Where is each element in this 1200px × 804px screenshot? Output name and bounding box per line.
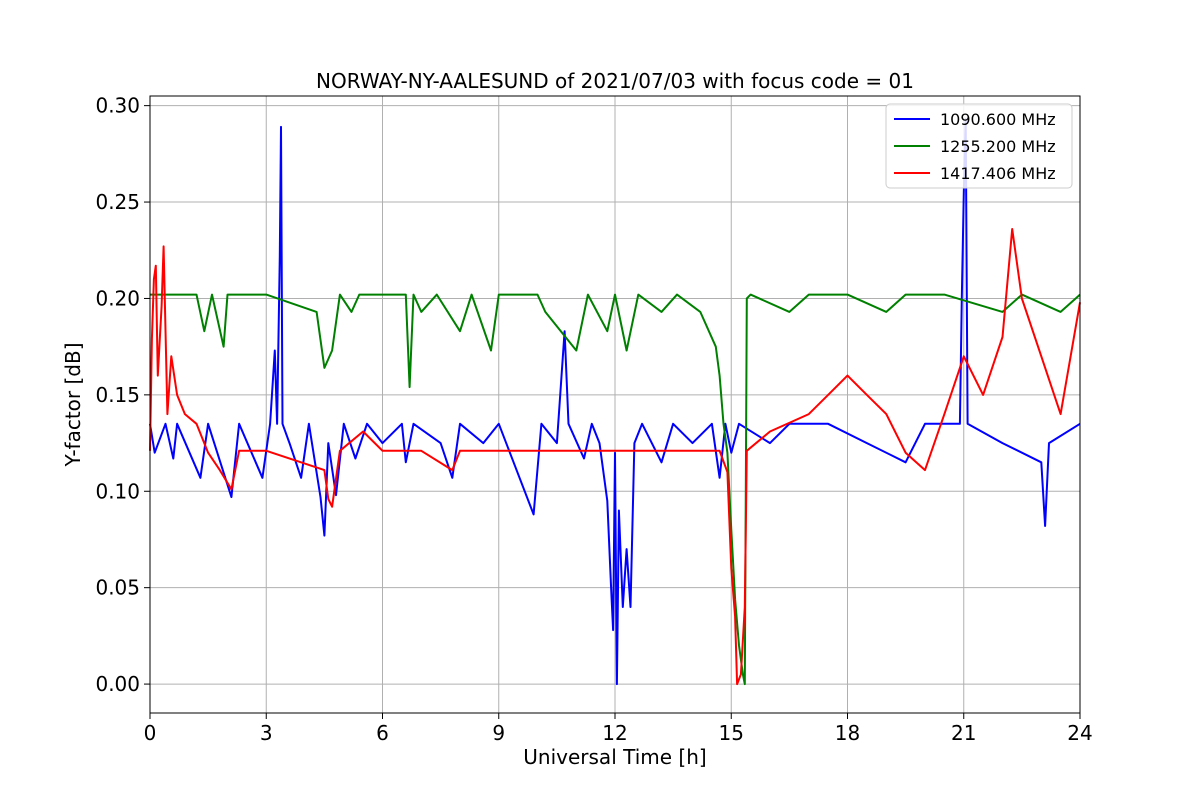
x-tick-label: 9 — [492, 721, 505, 745]
y-tick-label: 0.00 — [95, 672, 140, 696]
series-line-2 — [150, 293, 1081, 686]
y-axis-ticks: 0.00 0.05 0.10 0.15 0.20 0.25 0.30 — [95, 94, 150, 696]
y-tick-label: 0.30 — [95, 94, 140, 118]
x-tick-label: 24 — [1067, 721, 1092, 745]
x-axis-ticks: 0 3 6 9 12 15 18 21 24 — [144, 713, 1093, 745]
series-line-1 — [149, 118, 1081, 686]
legend: 1090.600 MHz 1255.200 MHz 1417.406 MHz — [885, 103, 1073, 189]
legend-label-1: 1090.600 MHz — [940, 110, 1056, 129]
x-tick-label: 15 — [719, 721, 744, 745]
y-tick-label: 0.20 — [95, 286, 140, 310]
x-tick-label: 6 — [376, 721, 389, 745]
y-tick-label: 0.10 — [95, 479, 140, 503]
chart-title: NORWAY-NY-AALESUND of 2021/07/03 with fo… — [316, 69, 914, 93]
y-tick-label: 0.25 — [95, 190, 140, 214]
series-layer — [149, 118, 1081, 686]
x-tick-label: 3 — [260, 721, 273, 745]
x-tick-label: 18 — [835, 721, 860, 745]
y-tick-label: 0.05 — [95, 576, 140, 600]
series-line-3 — [149, 228, 1081, 686]
legend-label-3: 1417.406 MHz — [940, 164, 1056, 183]
y-axis-label: Y-factor [dB] — [61, 342, 85, 467]
x-tick-label: 0 — [144, 721, 157, 745]
legend-box — [885, 103, 1073, 189]
x-tick-label: 21 — [951, 721, 976, 745]
x-axis-label: Universal Time [h] — [523, 745, 706, 769]
legend-label-2: 1255.200 MHz — [940, 137, 1056, 156]
y-tick-label: 0.15 — [95, 383, 140, 407]
x-tick-label: 12 — [602, 721, 627, 745]
